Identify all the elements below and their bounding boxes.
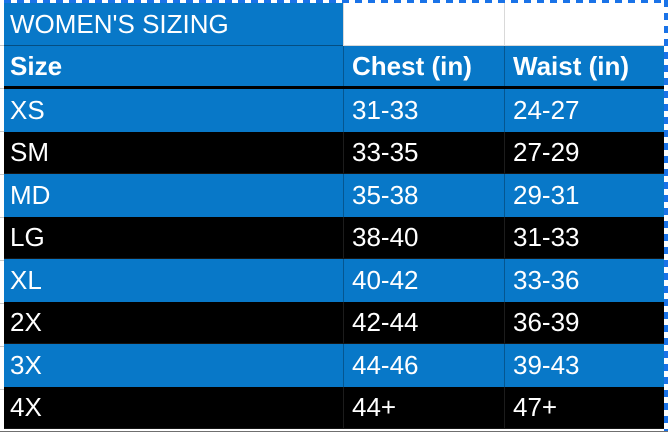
- selection-marquee-right: [664, 0, 668, 432]
- chest-cell[interactable]: 44-46: [343, 344, 504, 387]
- waist-cell[interactable]: 31-33: [504, 216, 668, 258]
- table-row: XS 31-33 24-27: [4, 89, 668, 132]
- size-cell[interactable]: LG: [10, 221, 45, 252]
- table-row: LG 38-40 31-33: [4, 216, 668, 259]
- left-column-gutter: [0, 3, 4, 432]
- size-cell[interactable]: MD: [10, 179, 51, 210]
- selection-marquee-top: [4, 0, 668, 3]
- chest-cell[interactable]: 44+: [343, 386, 504, 428]
- table-row: SM 33-35 27-29: [4, 131, 668, 174]
- size-cell[interactable]: 3X: [10, 349, 42, 380]
- waist-cell[interactable]: 33-36: [504, 259, 668, 302]
- table-row: 3X 44-46 39-43: [4, 344, 668, 387]
- table-title-row: WOMEN'S SIZING: [4, 3, 668, 46]
- size-cell[interactable]: 4X: [10, 391, 42, 422]
- sizing-table: WOMEN'S SIZING Size Chest (in) Waist (in…: [4, 3, 668, 429]
- table-row: XL 40-42 33-36: [4, 259, 668, 302]
- waist-cell[interactable]: 47+: [504, 386, 668, 428]
- column-header-chest[interactable]: Chest (in): [343, 46, 504, 86]
- table-row: 4X 44+ 47+: [4, 386, 668, 429]
- size-cell[interactable]: XL: [10, 264, 42, 295]
- table-title-cell[interactable]: WOMEN'S SIZING: [4, 3, 343, 46]
- waist-cell[interactable]: 39-43: [504, 344, 668, 387]
- table-row: MD 35-38 29-31: [4, 174, 668, 217]
- chest-cell[interactable]: 33-35: [343, 131, 504, 173]
- size-cell[interactable]: SM: [10, 136, 49, 167]
- chest-cell[interactable]: 38-40: [343, 216, 504, 258]
- chest-cell[interactable]: 31-33: [343, 89, 504, 132]
- chest-cell[interactable]: 42-44: [343, 301, 504, 343]
- waist-cell[interactable]: 29-31: [504, 174, 668, 217]
- empty-cell[interactable]: [504, 3, 668, 46]
- waist-cell[interactable]: 27-29: [504, 131, 668, 173]
- chest-cell[interactable]: 40-42: [343, 259, 504, 302]
- waist-cell[interactable]: 36-39: [504, 301, 668, 343]
- chest-cell[interactable]: 35-38: [343, 174, 504, 217]
- table-header-row: Size Chest (in) Waist (in): [4, 46, 668, 89]
- empty-cell[interactable]: [343, 3, 504, 46]
- table-row: 2X 42-44 36-39: [4, 301, 668, 344]
- column-header-waist[interactable]: Waist (in): [504, 46, 668, 86]
- size-cell[interactable]: XS: [10, 94, 45, 125]
- column-header-size[interactable]: Size: [10, 50, 63, 81]
- size-cell[interactable]: 2X: [10, 306, 42, 337]
- waist-cell[interactable]: 24-27: [504, 89, 668, 132]
